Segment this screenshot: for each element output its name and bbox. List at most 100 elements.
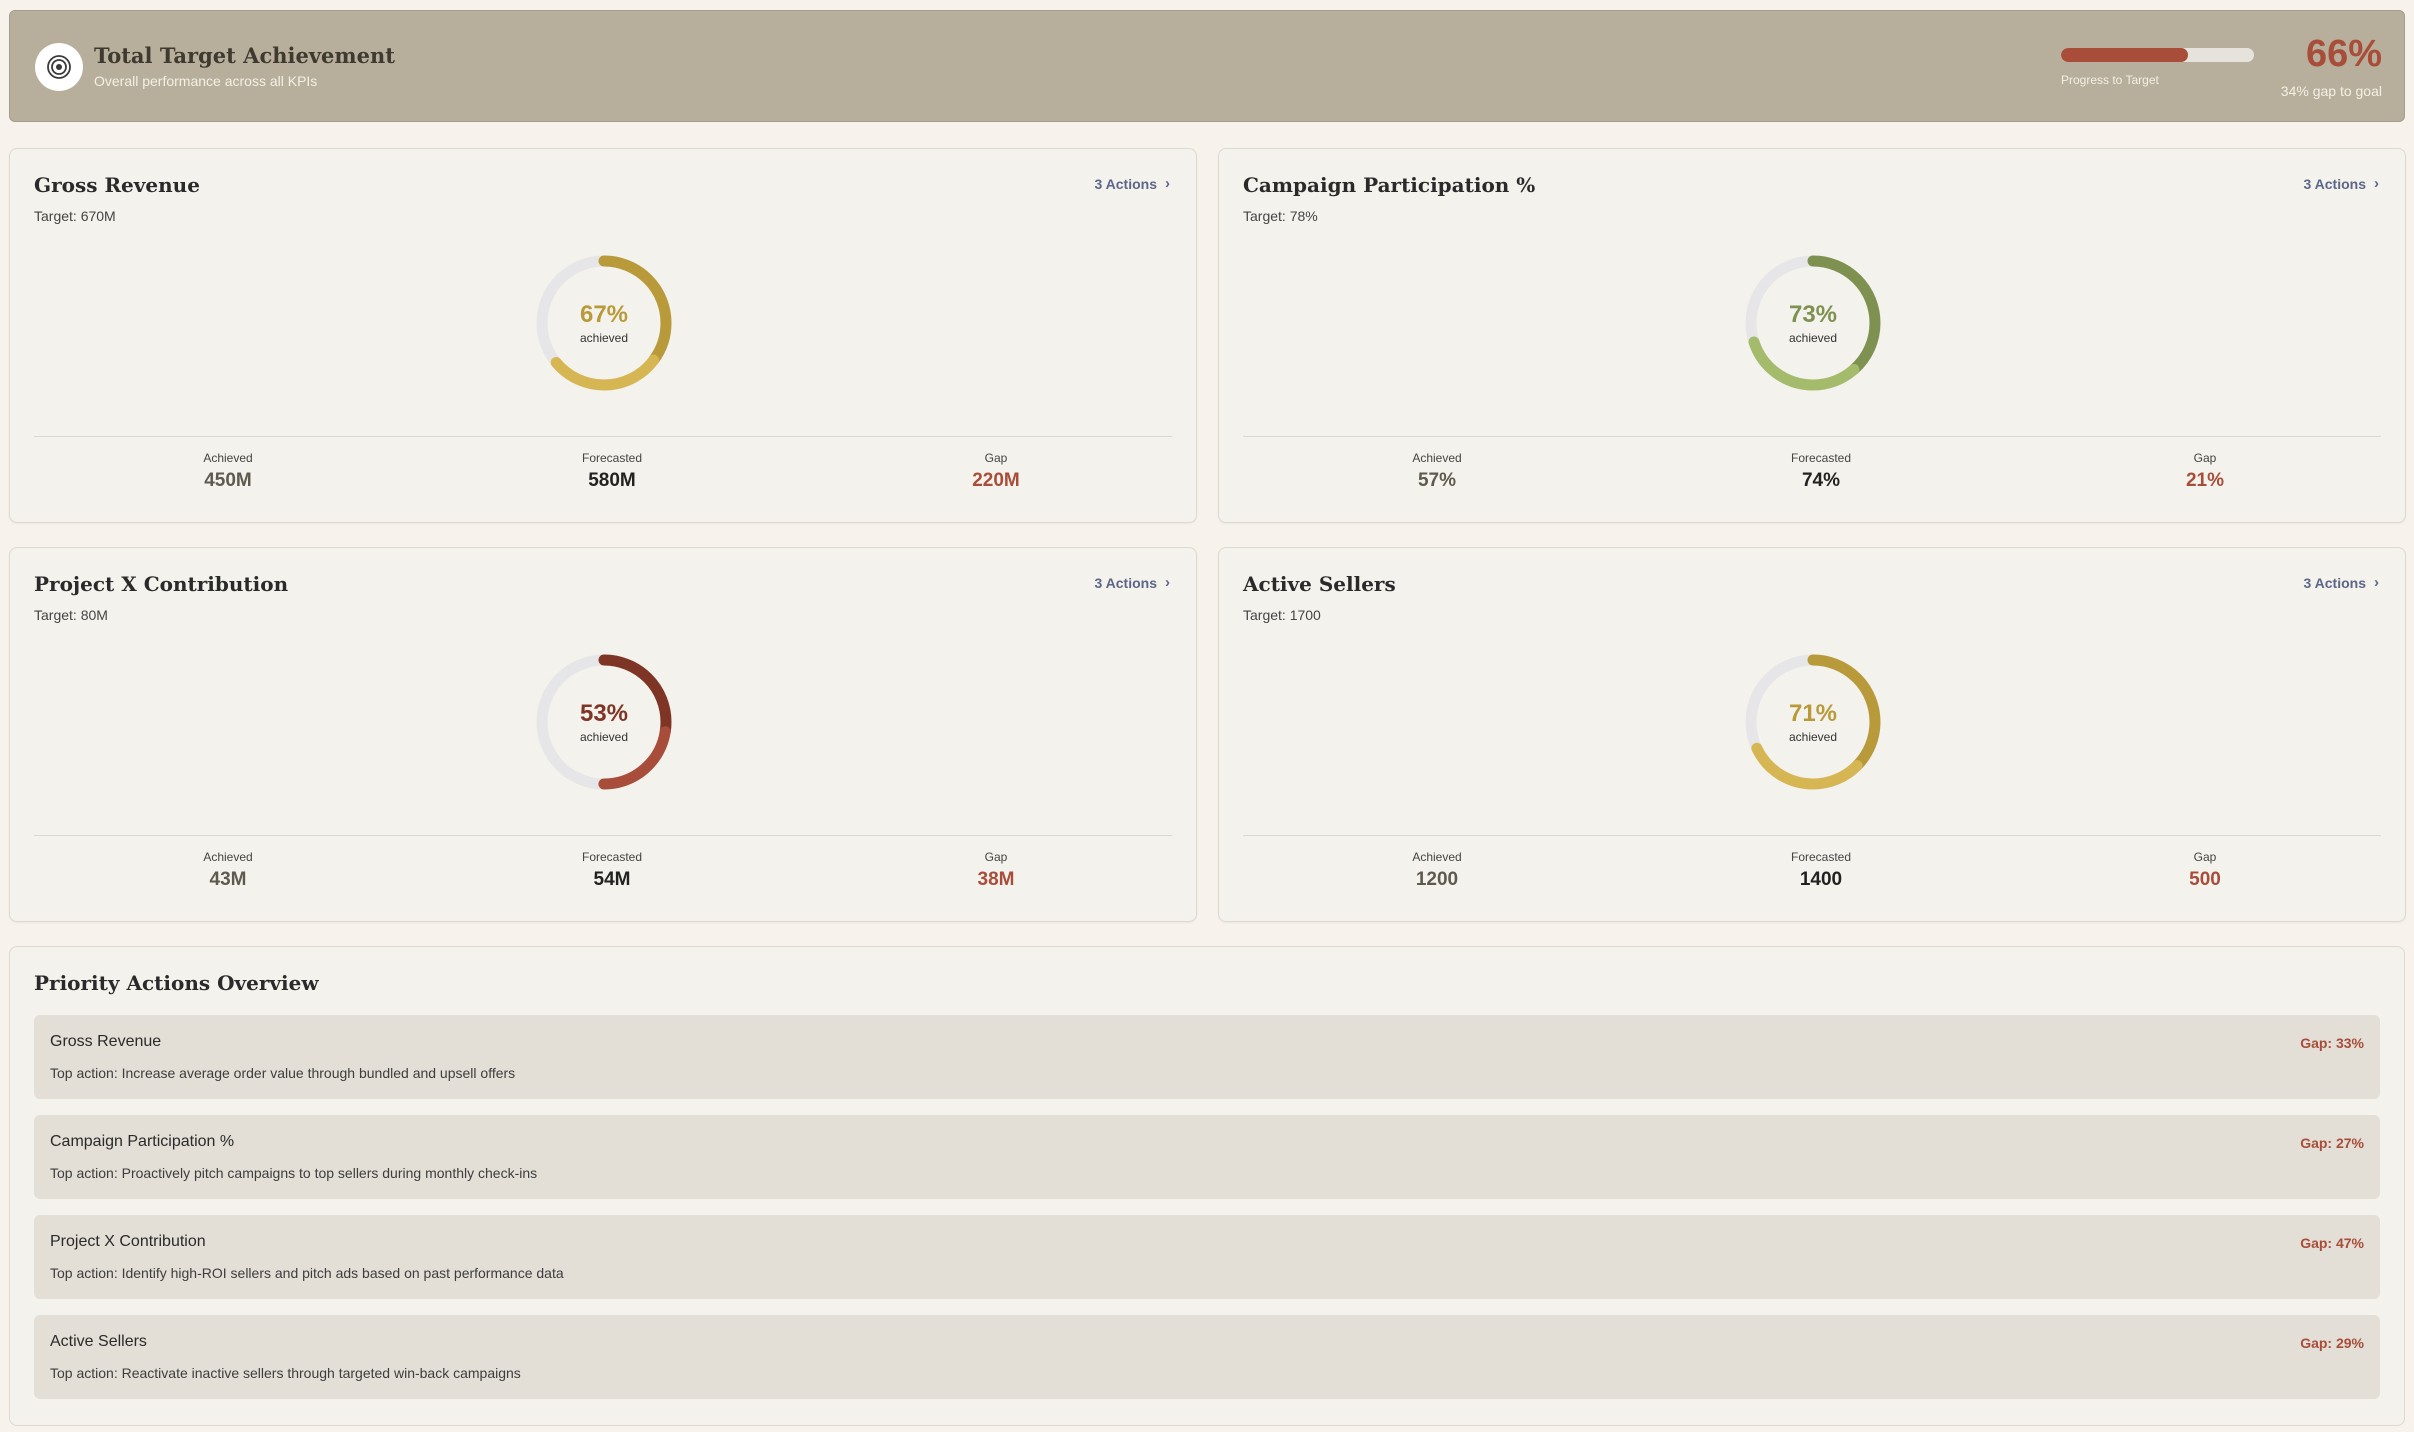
priority-action-row[interactable]: Project X Contribution Top action: Identi…: [34, 1215, 2380, 1299]
header-title: Total Target Achievement: [94, 43, 395, 68]
priority-top-action: Top action: Proactively pitch campaigns …: [50, 1165, 538, 1181]
kpi-actions-link[interactable]: 3 Actions ›: [1095, 574, 1171, 591]
stat-value: 220M: [972, 470, 1020, 491]
chevron-right-icon: ›: [2374, 574, 2379, 591]
donut-percent: 67%: [579, 301, 629, 328]
actions-label: 3 Actions: [2303, 574, 2367, 591]
kpi-target: Target: 670M: [34, 208, 116, 224]
stat-value: 74%: [1801, 470, 1841, 491]
kpi-title: Active Sellers: [1243, 572, 1396, 596]
chevron-right-icon: ›: [2374, 175, 2379, 192]
stat-gap: Gap 38M: [896, 850, 1096, 891]
priority-actions-title: Priority Actions Overview: [34, 971, 319, 995]
stat-label: Gap: [984, 451, 1008, 465]
kpi-target: Target: 1700: [1243, 607, 1321, 623]
stat-gap: Gap 21%: [2105, 451, 2305, 492]
overall-percent: 66%: [2305, 33, 2382, 75]
priority-kpi-name: Active Sellers: [50, 1333, 147, 1350]
stat-achieved: Achieved 1200: [1337, 850, 1537, 891]
stat-achieved: Achieved 57%: [1337, 451, 1537, 492]
chevron-right-icon: ›: [1165, 175, 1170, 192]
priority-kpi-name: Campaign Participation %: [50, 1133, 235, 1150]
stat-value: 43M: [209, 869, 247, 890]
priority-actions-panel: Priority Actions Overview Gross Revenue T…: [9, 946, 2405, 1426]
kpi-actions-link[interactable]: 3 Actions ›: [2304, 175, 2380, 192]
target-icon: [35, 43, 83, 91]
priority-top-action: Top action: Increase average order value…: [50, 1065, 516, 1081]
priority-gap-badge: Gap: 33%: [2300, 1035, 2364, 1051]
kpi-target: Target: 80M: [34, 607, 108, 623]
stat-forecasted: Forecasted 54M: [512, 850, 712, 891]
priority-kpi-name: Project X Contribution: [50, 1233, 206, 1250]
chevron-right-icon: ›: [1165, 574, 1170, 591]
actions-label: 3 Actions: [1094, 175, 1158, 192]
kpi-actions-link[interactable]: 3 Actions ›: [2304, 574, 2380, 591]
stat-value: 38M: [977, 869, 1015, 890]
kpi-card-active-sellers: Active Sellers Target: 1700 3 Actions › 71% a…: [1218, 547, 2406, 922]
stat-label: Gap: [2193, 850, 2217, 864]
donut-arc-light: [536, 654, 672, 790]
donut-arc-main: [536, 654, 672, 790]
stat-label: Achieved: [203, 451, 253, 465]
donut-arc-light: [1745, 255, 1881, 391]
stat-label: Forecasted: [581, 451, 643, 465]
actions-label: 3 Actions: [1094, 574, 1158, 591]
priority-action-row[interactable]: Campaign Participation % Top action: Proa…: [34, 1115, 2380, 1199]
achievement-donut: [1745, 255, 1881, 391]
achievement-donut: [536, 255, 672, 391]
donut-percent: 53%: [579, 700, 629, 727]
card-divider: [1243, 436, 2381, 437]
stat-gap: Gap 220M: [896, 451, 1096, 492]
stat-forecasted: Forecasted 1400: [1721, 850, 1921, 891]
kpi-actions-link[interactable]: 3 Actions ›: [1095, 175, 1171, 192]
priority-kpi-name: Gross Revenue: [50, 1033, 162, 1050]
kpi-card-gross-revenue: Gross Revenue Target: 670M 3 Actions › 67% ac…: [9, 148, 1197, 523]
stat-achieved: Achieved 43M: [128, 850, 328, 891]
donut-arc-main: [1745, 654, 1881, 790]
actions-label: 3 Actions: [2303, 175, 2367, 192]
header-subtitle: Overall performance across all KPIs: [94, 73, 318, 89]
stat-value: 1400: [1799, 869, 1843, 890]
donut-sublabel: achieved: [579, 730, 629, 744]
stat-value: 1200: [1415, 869, 1459, 890]
achievement-donut: [536, 654, 672, 790]
priority-action-row[interactable]: Active Sellers Top action: Reactivate ina…: [34, 1315, 2380, 1399]
stat-label: Gap: [984, 850, 1008, 864]
donut-arc-light: [536, 255, 672, 391]
donut-arc-main: [1745, 255, 1881, 391]
gap-to-goal-label: 34% gap to goal: [2280, 83, 2382, 99]
donut-arc-main: [536, 255, 672, 391]
priority-top-action: Top action: Identify high-ROI sellers an…: [50, 1265, 564, 1281]
stat-label: Achieved: [1412, 850, 1462, 864]
kpi-title: Project X Contribution: [34, 572, 289, 596]
stat-label: Achieved: [203, 850, 253, 864]
stat-label: Forecasted: [1790, 451, 1852, 465]
card-divider: [34, 436, 1172, 437]
kpi-card-campaign-participation: Campaign Participation % Target: 78% 3 Act…: [1218, 148, 2406, 523]
progress-label: Progress to Target: [2061, 73, 2159, 87]
kpi-title: Gross Revenue: [34, 173, 200, 197]
stat-label: Forecasted: [1790, 850, 1852, 864]
priority-gap-badge: Gap: 27%: [2300, 1135, 2364, 1151]
stat-label: Forecasted: [581, 850, 643, 864]
stat-value: 580M: [588, 470, 636, 491]
total-target-header: Total Target Achievement Overall perform…: [9, 10, 2405, 122]
stat-value: 450M: [204, 470, 252, 491]
kpi-title: Campaign Participation %: [1243, 173, 1536, 197]
card-divider: [34, 835, 1172, 836]
priority-action-row[interactable]: Gross Revenue Top action: Increase averag…: [34, 1015, 2380, 1099]
stat-value: 57%: [1417, 470, 1457, 491]
donut-arc-light: [1745, 654, 1881, 790]
priority-gap-badge: Gap: 47%: [2300, 1235, 2364, 1251]
stat-label: Gap: [2193, 451, 2217, 465]
target-progress-bar: [2061, 48, 2254, 62]
target-progress-fill: [2061, 48, 2189, 62]
stat-label: Achieved: [1412, 451, 1462, 465]
donut-percent: 73%: [1788, 301, 1838, 328]
stat-value: 54M: [593, 869, 631, 890]
donut-percent: 71%: [1788, 700, 1838, 727]
stat-value: 21%: [2185, 470, 2225, 491]
stat-value: 500: [2189, 869, 2221, 890]
donut-sublabel: achieved: [579, 331, 629, 345]
donut-sublabel: achieved: [1788, 730, 1838, 744]
